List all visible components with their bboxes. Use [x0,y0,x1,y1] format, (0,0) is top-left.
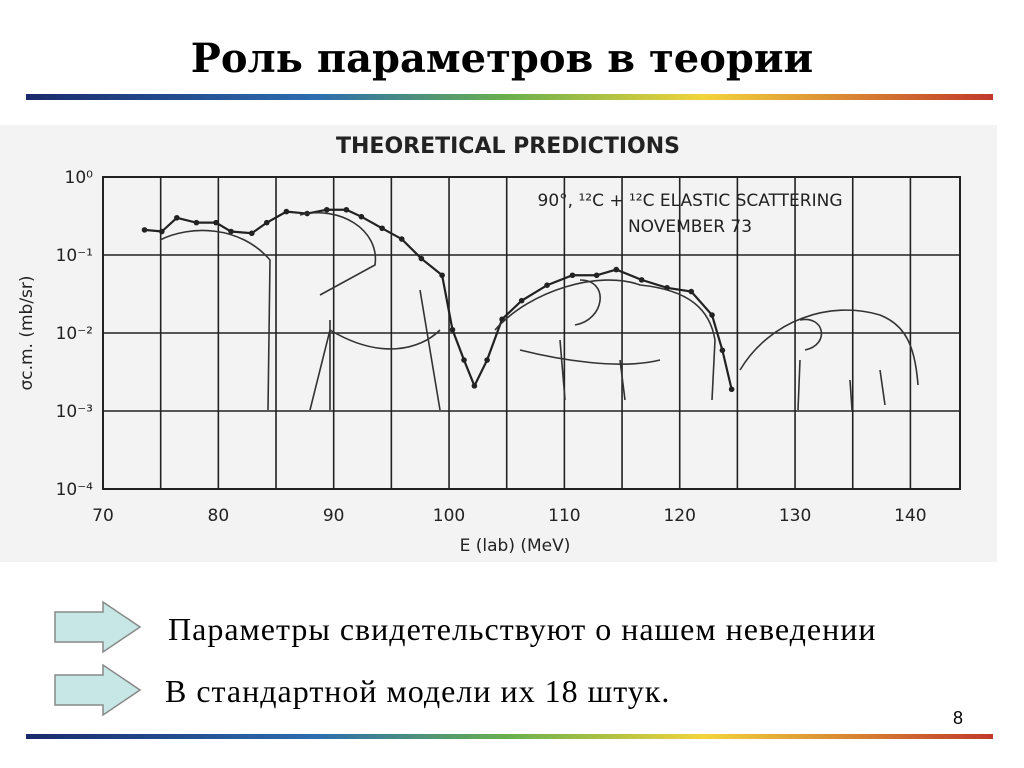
top-rule [26,94,993,100]
data-point [283,208,290,215]
data-point [518,297,525,304]
data-point [613,266,620,273]
data-point [544,282,550,289]
data-point [358,213,365,220]
y-tick-label: 10⁻³ [56,402,93,422]
data-point [263,219,270,226]
x-tick-label: 120 [663,506,695,526]
x-tick-label: 70 [92,506,114,526]
data-point [323,206,330,213]
data-point [728,386,735,393]
data-point [719,347,726,354]
annotation: NOVEMBER 73 [628,217,752,237]
y-tick-label: 10⁰ [65,168,94,188]
data-point [471,383,478,389]
data-point [159,228,165,235]
bullet-arrow [54,663,142,717]
plot: 70 80 90 100 110 120 130 140 10⁰ 10⁻¹ 10⁻² 10⁻³ 10⁻⁴… [17,134,961,556]
x-tick-label: 130 [779,506,811,526]
y-tick-label: 10⁻² [56,324,93,344]
bullet-arrow [54,600,142,654]
data-point [379,225,385,232]
data-point [569,272,576,279]
page-number: 8 [953,708,963,728]
data-point [439,272,445,279]
data-point [213,219,219,226]
data-point [449,326,456,333]
data-point [593,272,600,279]
slide-title: Роль параметров в теории [191,35,813,82]
data-point [484,357,490,363]
bullet-text: Параметры свидетельствуют о нашем неведе… [168,611,877,647]
x-tick-label: 110 [548,506,580,526]
data-point [343,206,350,213]
data-point [248,230,255,237]
data-point [398,236,405,242]
x-tick-label: 80 [208,506,230,526]
x-tick-label: 140 [894,506,926,526]
elephants [159,212,919,411]
y-tick-label: 10⁻¹ [56,246,93,266]
data-point [174,214,180,221]
bottom-rule [26,734,993,739]
bullet-text: В стандартной модели их 18 штук. [165,673,670,709]
data-point [688,288,695,295]
x-axis-label: E (lab) (MeV) [460,536,571,556]
annotation: 90°, ¹²C + ¹²C ELASTIC SCATTERING [538,191,843,211]
data-point [461,357,467,363]
data-point [709,312,715,318]
data-point [193,219,200,226]
y-axis-label: σc.m. (mb/sr) [17,275,37,390]
x-tick-label: 100 [433,506,465,526]
chart-title: THEORETICAL PREDICTIONS [336,134,680,159]
y-tick-label: 10⁻⁴ [56,480,94,500]
data-point [418,255,425,262]
data-point [141,227,148,233]
x-tick-label: 90 [323,506,345,526]
chart-background [0,125,997,562]
data-point [638,277,645,283]
data-point [228,228,234,235]
